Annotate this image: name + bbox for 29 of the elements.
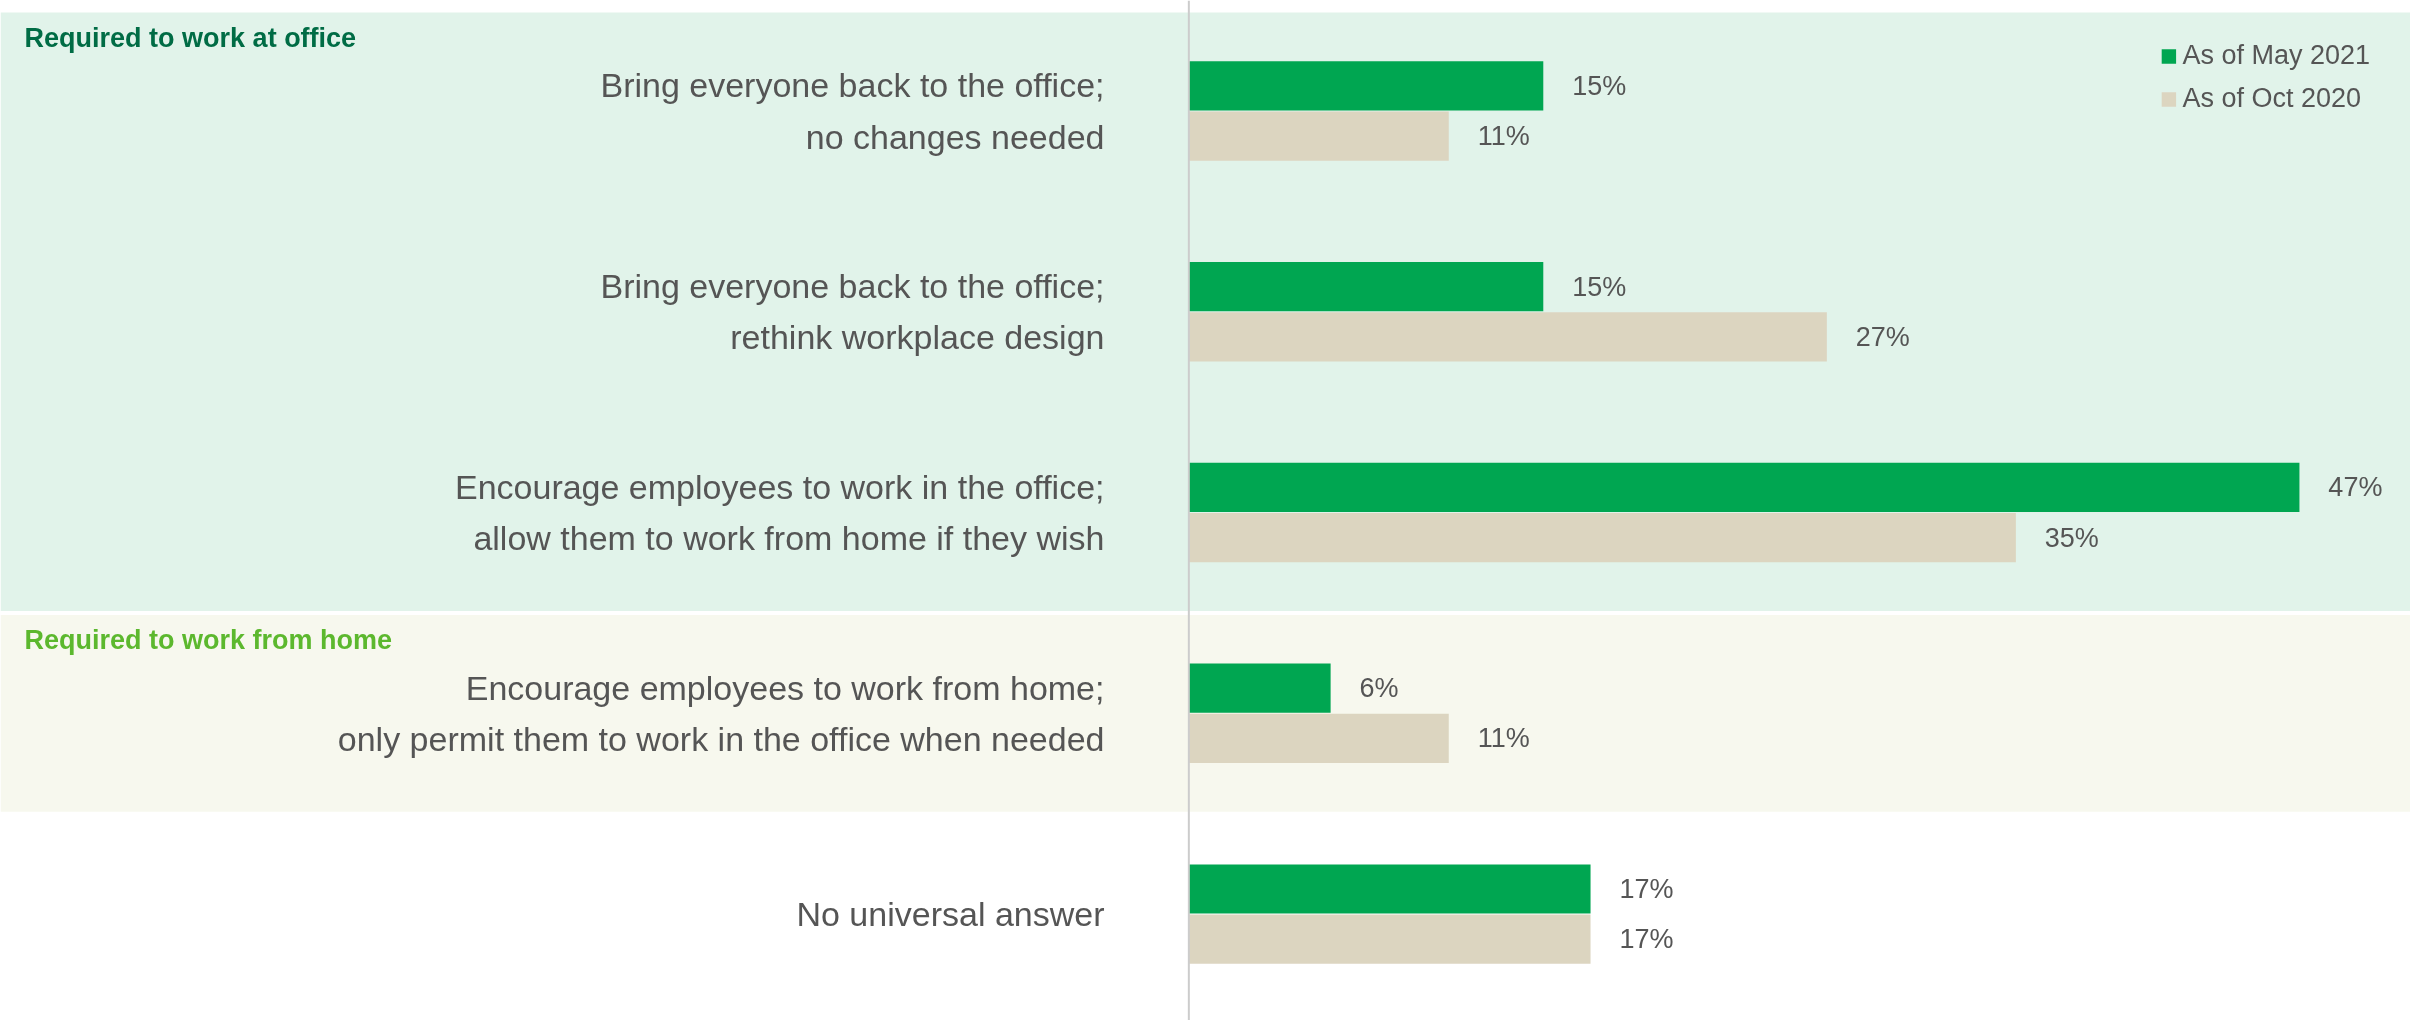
bar [1188, 914, 1591, 964]
y-tick-label: Encourage employees to work from home; only permit them to work in the office when needed [337, 668, 1105, 758]
data-label: 11% [1477, 121, 1530, 152]
bar [1188, 713, 1449, 763]
y-tick-label: Bring everyone back to the office; no changes needed [600, 66, 1105, 156]
y-tick-label: No universal answer [796, 895, 1105, 934]
band-label: Required to work at office [24, 22, 357, 53]
bar [1188, 513, 2016, 563]
data-label: 15% [1572, 70, 1627, 101]
bar [1188, 663, 1331, 713]
bar [1188, 312, 1827, 362]
data-label: 17% [1619, 924, 1674, 955]
legend-label: As of Oct 2020 [2182, 83, 2361, 114]
data-label: 6% [1359, 673, 1399, 704]
data-label: 11% [1477, 723, 1530, 754]
y-tick-label: Encourage employees to work in the office; allow them to work from home if they wish [454, 467, 1105, 558]
bar [1188, 262, 1544, 312]
data-label: 35% [2044, 522, 2099, 553]
bar [1188, 61, 1544, 111]
data-label: 15% [1572, 271, 1627, 302]
data-label: 27% [1855, 321, 1910, 352]
data-label: 17% [1619, 873, 1674, 904]
bar [1188, 111, 1449, 161]
band-label: Required to work from home [24, 624, 393, 655]
bar [1188, 462, 2300, 513]
y-tick-label: Bring everyone back to the office; rethink workplace design [600, 267, 1105, 357]
legend-label: As of May 2021 [2182, 40, 2370, 71]
data-label: 47% [2328, 472, 2383, 503]
bar [1188, 864, 1591, 914]
